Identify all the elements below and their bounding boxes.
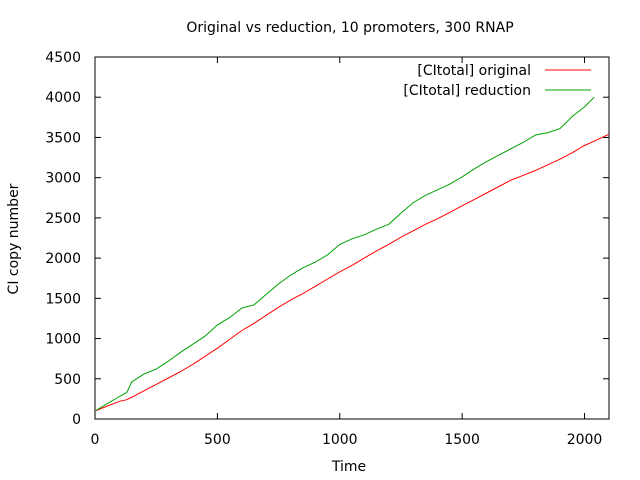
x-tick-label: 1500 xyxy=(444,432,480,448)
y-tick-label: 0 xyxy=(72,412,81,428)
y-tick-label: 3000 xyxy=(45,171,81,187)
y-tick-label: 2000 xyxy=(45,251,81,267)
plot-border xyxy=(94,56,610,420)
series-line-0 xyxy=(94,133,610,412)
y-tick-label: 4500 xyxy=(45,50,81,66)
y-tick-label: 500 xyxy=(54,372,81,388)
plot-area: 0 500 1000 1500 2000 2500 3000 3500 4000 4500 0 500… xyxy=(45,50,610,448)
series-group xyxy=(94,96,610,412)
legend: [CItotal] original [CItotal] reduction xyxy=(403,63,591,99)
legend-label-0: [CItotal] original xyxy=(417,63,531,79)
x-tick-label: 2000 xyxy=(567,432,603,448)
legend-label-1: [CItotal] reduction xyxy=(403,83,531,99)
y-tick-label: 4000 xyxy=(45,90,81,106)
x-tick-label: 1000 xyxy=(322,432,358,448)
y-tick-label: 1000 xyxy=(45,332,81,348)
y-tick-label: 2500 xyxy=(45,211,81,227)
y-axis-label: CI copy number xyxy=(6,183,22,294)
chart-title: Original vs reduction, 10 promoters, 300… xyxy=(186,20,513,36)
x-axis-label: Time xyxy=(331,459,366,475)
y-tick-label: 3500 xyxy=(45,130,81,146)
x-tick-label: 0 xyxy=(91,432,100,448)
x-tick-label: 500 xyxy=(204,432,231,448)
y-tick-label: 1500 xyxy=(45,291,81,307)
series-line-1 xyxy=(94,96,595,412)
